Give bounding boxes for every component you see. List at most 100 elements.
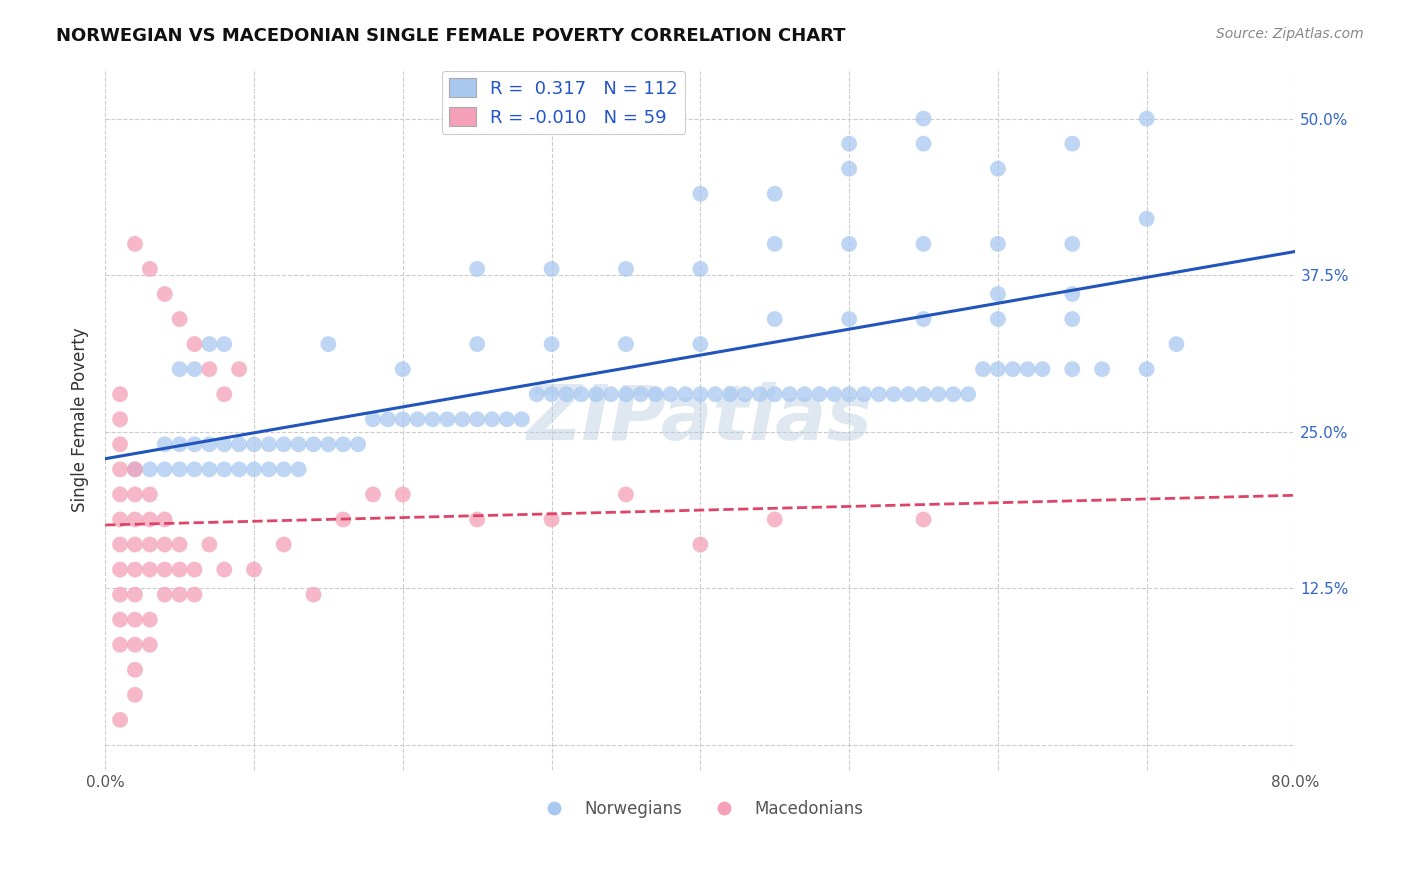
Point: [912, 512, 935, 526]
Point: [763, 512, 786, 526]
Point: [704, 387, 727, 401]
Point: [689, 537, 711, 551]
Point: [912, 136, 935, 151]
Point: [302, 588, 325, 602]
Y-axis label: Single Female Poverty: Single Female Poverty: [72, 327, 89, 512]
Point: [124, 462, 146, 476]
Point: [406, 412, 429, 426]
Point: [540, 512, 562, 526]
Point: [465, 512, 488, 526]
Point: [912, 112, 935, 126]
Point: [614, 337, 637, 351]
Point: [808, 387, 831, 401]
Point: [391, 412, 413, 426]
Point: [1062, 287, 1084, 301]
Point: [153, 588, 176, 602]
Point: [1136, 112, 1159, 126]
Point: [823, 387, 845, 401]
Point: [957, 387, 980, 401]
Point: [243, 462, 266, 476]
Point: [243, 563, 266, 577]
Point: [675, 387, 697, 401]
Point: [139, 613, 162, 627]
Point: [108, 613, 131, 627]
Point: [1031, 362, 1053, 376]
Point: [183, 437, 205, 451]
Point: [689, 387, 711, 401]
Point: [169, 362, 191, 376]
Point: [361, 487, 384, 501]
Point: [124, 462, 146, 476]
Point: [614, 487, 637, 501]
Point: [302, 437, 325, 451]
Point: [347, 437, 370, 451]
Point: [987, 287, 1010, 301]
Point: [124, 512, 146, 526]
Point: [183, 337, 205, 351]
Point: [763, 236, 786, 251]
Point: [139, 462, 162, 476]
Point: [793, 387, 815, 401]
Point: [124, 487, 146, 501]
Point: [853, 387, 876, 401]
Point: [630, 387, 652, 401]
Point: [287, 462, 309, 476]
Point: [287, 437, 309, 451]
Point: [391, 362, 413, 376]
Point: [212, 462, 235, 476]
Point: [183, 563, 205, 577]
Point: [942, 387, 965, 401]
Point: [139, 537, 162, 551]
Point: [153, 563, 176, 577]
Point: [273, 437, 295, 451]
Point: [614, 387, 637, 401]
Point: [169, 537, 191, 551]
Point: [198, 537, 221, 551]
Point: [1001, 362, 1024, 376]
Point: [212, 437, 235, 451]
Point: [526, 387, 548, 401]
Point: [139, 638, 162, 652]
Point: [139, 487, 162, 501]
Point: [614, 262, 637, 277]
Point: [108, 462, 131, 476]
Point: [139, 512, 162, 526]
Point: [169, 437, 191, 451]
Point: [198, 362, 221, 376]
Point: [228, 437, 250, 451]
Point: [987, 161, 1010, 176]
Point: [183, 362, 205, 376]
Point: [1062, 136, 1084, 151]
Point: [510, 412, 533, 426]
Point: [779, 387, 801, 401]
Point: [212, 337, 235, 351]
Point: [748, 387, 770, 401]
Point: [912, 312, 935, 326]
Point: [183, 462, 205, 476]
Point: [689, 186, 711, 201]
Point: [212, 387, 235, 401]
Point: [153, 537, 176, 551]
Point: [198, 337, 221, 351]
Point: [1062, 362, 1084, 376]
Point: [153, 437, 176, 451]
Point: [422, 412, 444, 426]
Point: [169, 462, 191, 476]
Point: [377, 412, 399, 426]
Point: [644, 387, 666, 401]
Point: [124, 236, 146, 251]
Point: [212, 563, 235, 577]
Text: ZIPatlas: ZIPatlas: [527, 383, 873, 457]
Point: [124, 663, 146, 677]
Point: [108, 487, 131, 501]
Point: [108, 537, 131, 551]
Point: [838, 161, 860, 176]
Point: [868, 387, 890, 401]
Point: [228, 362, 250, 376]
Point: [838, 312, 860, 326]
Point: [987, 362, 1010, 376]
Point: [108, 387, 131, 401]
Point: [987, 312, 1010, 326]
Point: [1136, 362, 1159, 376]
Point: [555, 387, 578, 401]
